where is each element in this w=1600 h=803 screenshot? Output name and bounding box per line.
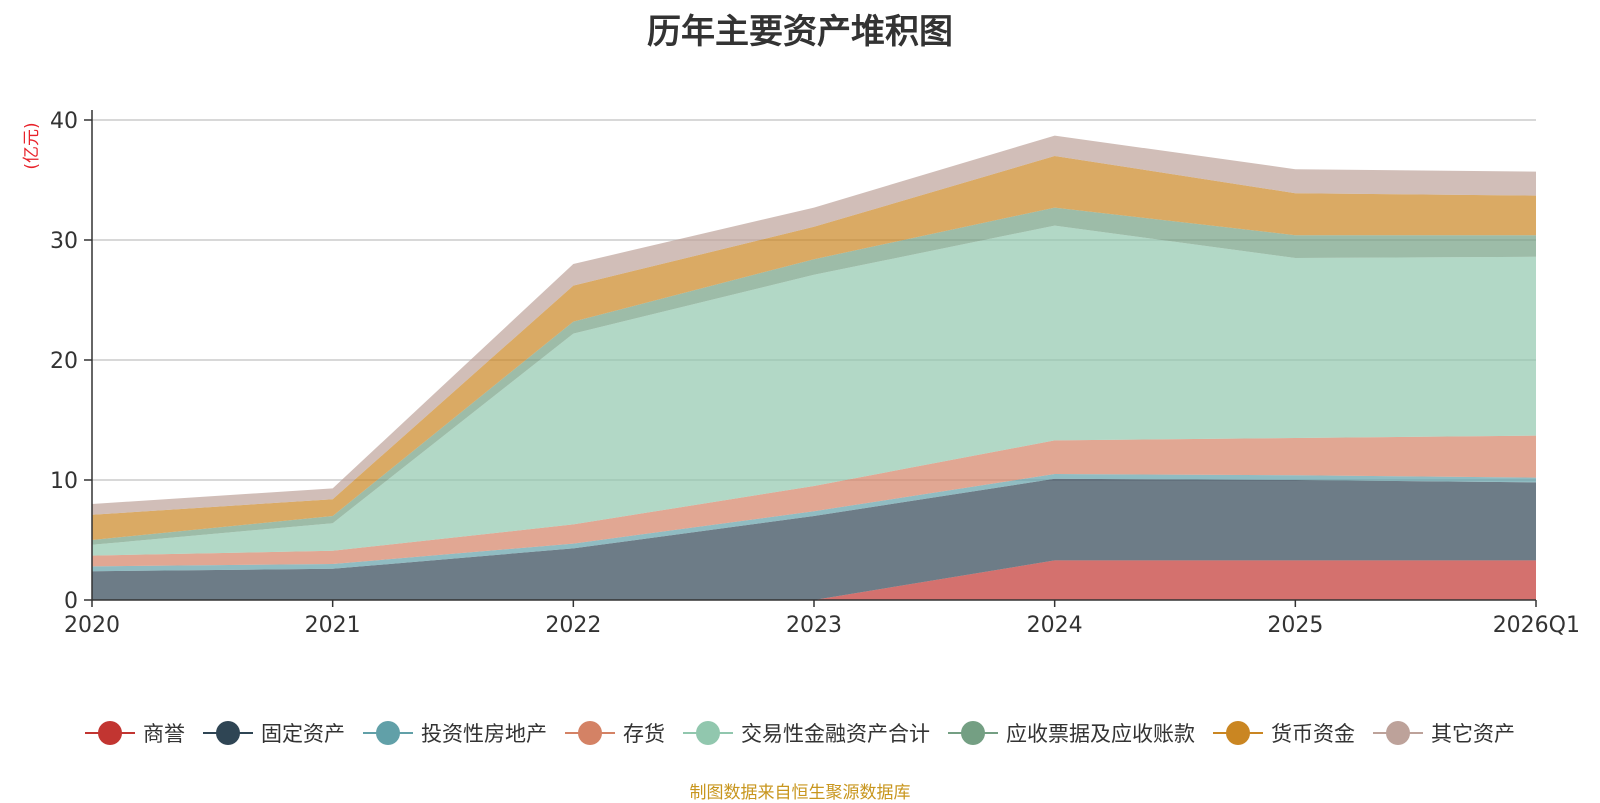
area-series-1 (92, 478, 1536, 600)
area-series (92, 135, 1536, 600)
legend-item[interactable]: 固定资产 (203, 718, 345, 748)
x-tick-label: 2025 (1267, 613, 1323, 638)
y-tick-label: 40 (50, 109, 78, 134)
area-series-0 (92, 560, 1536, 600)
y-tick-label: 0 (64, 589, 78, 614)
area-series-5 (92, 207, 1536, 545)
source-note: 制图数据来自恒生聚源数据库 (689, 783, 911, 803)
legend-marker-icon (1213, 721, 1263, 745)
x-tick-label: 2026Q1 (1493, 613, 1580, 638)
legend-label: 投资性房地产 (421, 722, 547, 746)
chart-title: 历年主要资产堆积图 (647, 12, 953, 52)
y-tick-label: 30 (50, 229, 78, 254)
area-series-6 (92, 156, 1536, 540)
legend-label: 应收票据及应收账款 (1006, 722, 1195, 746)
legend-marker-icon (85, 721, 135, 745)
legend-label: 交易性金融资产合计 (741, 722, 930, 746)
x-tick-label: 2024 (1027, 613, 1083, 638)
legend-marker-icon (683, 721, 733, 745)
area-series-7 (92, 135, 1536, 515)
legend-label: 货币资金 (1271, 722, 1355, 746)
legend-marker-icon (948, 721, 998, 745)
legend-marker-icon (363, 721, 413, 745)
legend-label: 固定资产 (261, 722, 345, 746)
area-series-3 (92, 435, 1536, 567)
legend-label: 其它资产 (1431, 722, 1515, 746)
legend-item[interactable]: 货币资金 (1213, 718, 1355, 748)
x-tick-label: 2023 (786, 613, 842, 638)
y-tick-label: 20 (50, 349, 78, 374)
x-tick-label: 2021 (305, 613, 361, 638)
legend-label: 存货 (623, 722, 665, 746)
legend-item[interactable]: 交易性金融资产合计 (683, 718, 930, 748)
x-tick-label: 2022 (545, 613, 601, 638)
legend-marker-icon (203, 721, 253, 745)
y-axis-unit-label: (亿元) (22, 122, 42, 169)
axes: 0 10 20 30 40 2020 2021 2022 2023 2024 2025 2026Q1 (50, 109, 1580, 638)
y-tick-label: 10 (50, 469, 78, 494)
legend: 商誉 固定资产 投资性房地产 存货 交易性金融资产合计 应收票据及应收账款 货币资金 其它资产 (0, 718, 1600, 748)
legend-item[interactable]: 投资性房地产 (363, 718, 547, 748)
legend-marker-icon (565, 721, 615, 745)
legend-marker-icon (1373, 721, 1423, 745)
legend-item[interactable]: 应收票据及应收账款 (948, 718, 1195, 748)
legend-item[interactable]: 商誉 (85, 718, 185, 748)
legend-label: 商誉 (143, 722, 185, 746)
area-series-4 (92, 225, 1536, 556)
legend-item[interactable]: 存货 (565, 718, 665, 748)
x-tick-label: 2020 (64, 613, 120, 638)
legend-item[interactable]: 其它资产 (1373, 718, 1515, 748)
